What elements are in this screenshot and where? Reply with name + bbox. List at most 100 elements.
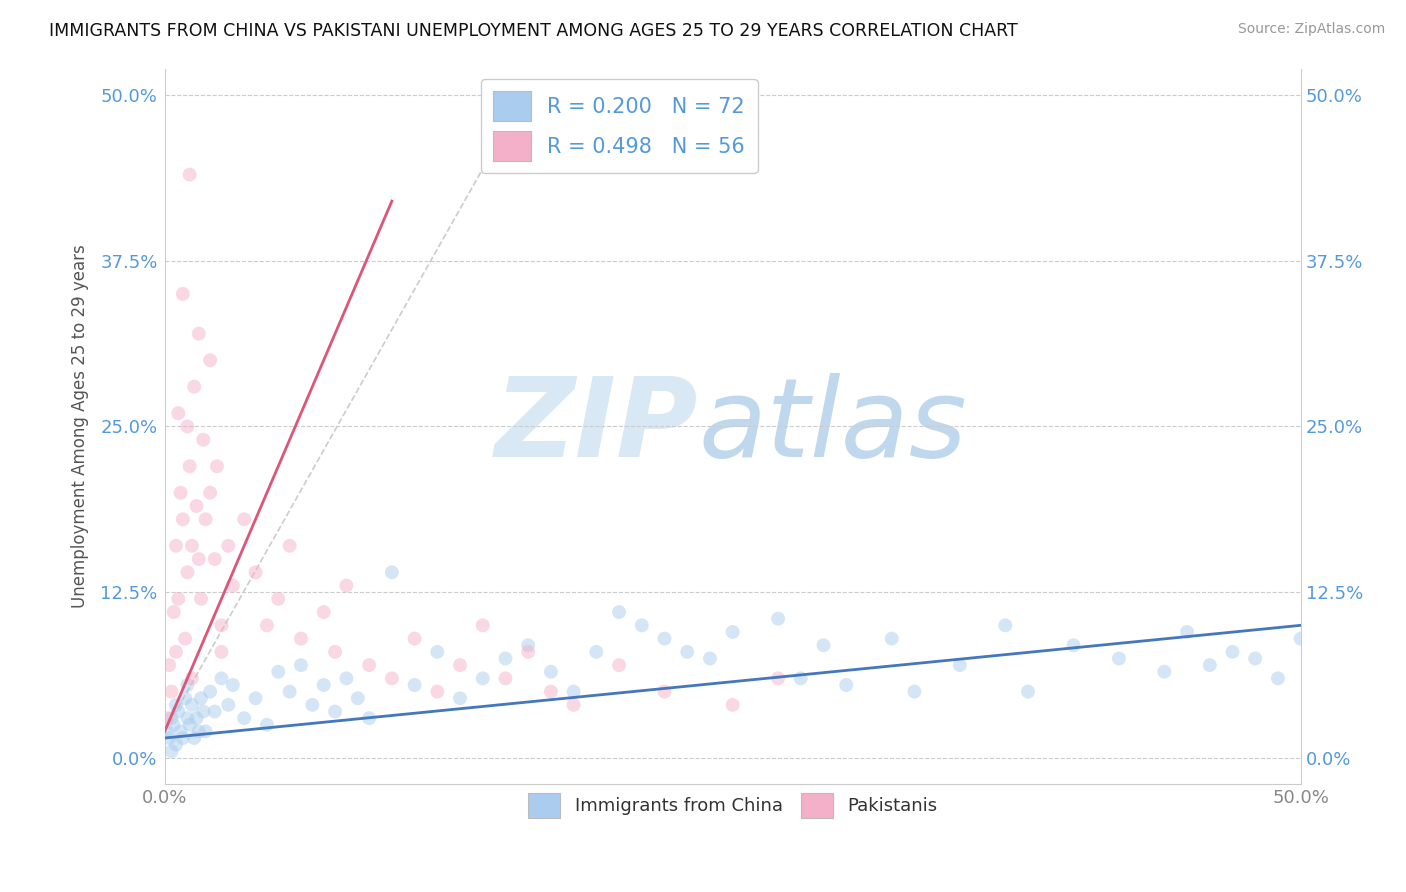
Point	[994, 618, 1017, 632]
Point	[181, 672, 204, 686]
Point	[426, 645, 449, 659]
Point	[174, 691, 197, 706]
Point	[222, 578, 245, 592]
Point	[256, 718, 278, 732]
Point	[165, 645, 187, 659]
Point	[222, 678, 245, 692]
Text: atlas: atlas	[699, 373, 967, 480]
Point	[949, 658, 972, 673]
Point	[676, 645, 699, 659]
Point	[449, 658, 471, 673]
Point	[880, 632, 903, 646]
Point	[256, 618, 278, 632]
Point	[312, 605, 335, 619]
Point	[186, 499, 208, 513]
Point	[211, 645, 233, 659]
Point	[1017, 684, 1039, 698]
Point	[359, 658, 381, 673]
Point	[721, 624, 744, 639]
Point	[165, 698, 187, 712]
Point	[540, 684, 562, 698]
Point	[562, 698, 585, 712]
Point	[233, 512, 256, 526]
Point	[160, 711, 183, 725]
Point	[190, 591, 212, 606]
Point	[301, 698, 323, 712]
Point	[721, 698, 744, 712]
Point	[1289, 632, 1312, 646]
Point	[813, 638, 835, 652]
Point	[1244, 651, 1267, 665]
Point	[211, 672, 233, 686]
Point	[163, 605, 186, 619]
Point	[156, 724, 179, 739]
Point	[176, 711, 198, 725]
Y-axis label: Unemployment Among Ages 25 to 29 years: Unemployment Among Ages 25 to 29 years	[72, 244, 89, 608]
Point	[172, 512, 194, 526]
Point	[187, 326, 209, 341]
Point	[766, 672, 789, 686]
Point	[359, 711, 381, 725]
Point	[335, 672, 357, 686]
Point	[290, 658, 312, 673]
Point	[585, 645, 607, 659]
Point	[790, 672, 813, 686]
Point	[194, 724, 217, 739]
Point	[312, 678, 335, 692]
Point	[176, 419, 198, 434]
Point	[163, 718, 186, 732]
Point	[562, 684, 585, 698]
Point	[179, 168, 201, 182]
Point	[160, 744, 183, 758]
Point	[157, 658, 180, 673]
Point	[267, 591, 290, 606]
Point	[181, 698, 204, 712]
Point	[183, 380, 205, 394]
Point	[449, 691, 471, 706]
Point	[204, 552, 226, 566]
Point	[205, 459, 228, 474]
Point	[157, 731, 180, 745]
Point	[654, 684, 676, 698]
Point	[167, 591, 190, 606]
Point	[181, 539, 204, 553]
Point	[186, 711, 208, 725]
Point	[1222, 645, 1244, 659]
Point	[179, 718, 201, 732]
Point	[204, 705, 226, 719]
Point	[471, 672, 494, 686]
Point	[194, 512, 217, 526]
Legend: Immigrants from China, Pakistanis: Immigrants from China, Pakistanis	[520, 786, 945, 825]
Text: Source: ZipAtlas.com: Source: ZipAtlas.com	[1237, 22, 1385, 37]
Point	[198, 353, 221, 368]
Point	[381, 566, 404, 580]
Point	[1062, 638, 1084, 652]
Point	[290, 632, 312, 646]
Point	[835, 678, 858, 692]
Point	[495, 651, 517, 665]
Point	[766, 612, 789, 626]
Point	[278, 539, 301, 553]
Point	[517, 638, 540, 652]
Text: IMMIGRANTS FROM CHINA VS PAKISTANI UNEMPLOYMENT AMONG AGES 25 TO 29 YEARS CORREL: IMMIGRANTS FROM CHINA VS PAKISTANI UNEMP…	[49, 22, 1018, 40]
Point	[1198, 658, 1220, 673]
Point	[495, 672, 517, 686]
Point	[198, 684, 221, 698]
Point	[607, 605, 630, 619]
Point	[172, 286, 194, 301]
Point	[335, 578, 357, 592]
Point	[165, 539, 187, 553]
Point	[187, 724, 209, 739]
Point	[187, 552, 209, 566]
Point	[179, 459, 201, 474]
Point	[1267, 672, 1289, 686]
Point	[176, 678, 198, 692]
Point	[174, 632, 197, 646]
Point	[193, 705, 215, 719]
Point	[245, 566, 267, 580]
Point	[1175, 624, 1198, 639]
Point	[169, 724, 191, 739]
Point	[183, 731, 205, 745]
Point	[517, 645, 540, 659]
Point	[607, 658, 630, 673]
